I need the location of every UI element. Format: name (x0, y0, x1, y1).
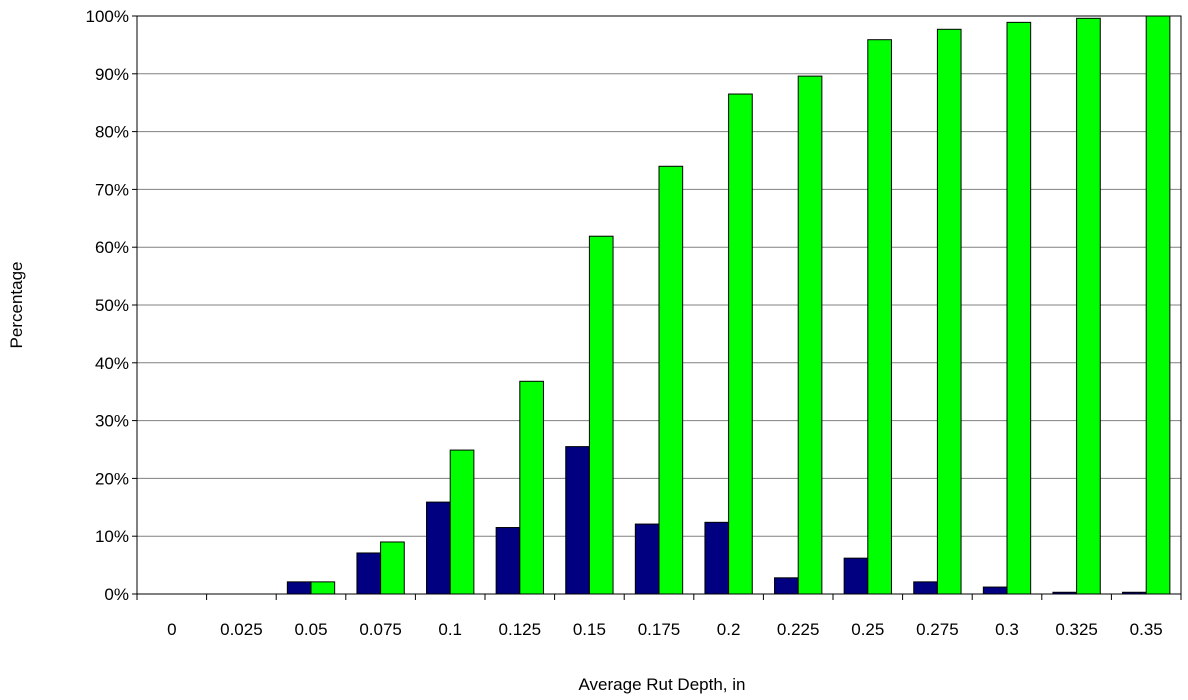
bar-series-1-0.05 (286, 581, 312, 595)
x-tick-label: 0.15 (573, 620, 606, 639)
bar-series-2-0.05 (310, 581, 336, 595)
bar-series-1-0.2 (704, 521, 730, 595)
bar-series-1-0.3 (982, 586, 1008, 595)
bar-series-2-0.15 (588, 235, 614, 595)
y-tick-label: 30% (95, 412, 129, 431)
y-tick-label: 40% (95, 354, 129, 373)
x-tick-label: 0.275 (916, 620, 959, 639)
bar-series-1-0.15 (565, 446, 590, 595)
y-tick-label: 80% (95, 123, 129, 142)
axes (132, 15, 1182, 600)
bar-series-2-0.1 (449, 449, 475, 595)
bar-series-2-0.175 (658, 165, 684, 595)
bar-series-1-0.25 (843, 557, 869, 595)
bar-series-1-0.125 (495, 527, 521, 595)
x-tick-label: 0.2 (717, 620, 741, 639)
bar-series-1-0.175 (634, 523, 660, 595)
y-tick-label: 20% (95, 469, 129, 488)
bar-series-1-0.225 (774, 577, 799, 595)
plot-frame (136, 15, 1182, 595)
bar-series-2-0.275 (936, 28, 962, 595)
x-tick-label: 0 (167, 620, 176, 639)
bar-series-2-0.325 (1076, 17, 1101, 595)
y-tick-label: 90% (95, 65, 129, 84)
x-tick-label: 0.175 (638, 620, 681, 639)
bar-series-1-0.275 (913, 581, 938, 595)
y-tick-label: 60% (95, 238, 129, 257)
y-axis-label: Percentage (7, 262, 26, 349)
x-tick-label: 0.05 (294, 620, 327, 639)
bar-series-1-0.1 (426, 501, 451, 595)
bar-series-2-0.125 (519, 380, 544, 595)
x-tick-label: 0.3 (995, 620, 1019, 639)
y-tick-label: 10% (95, 527, 129, 546)
x-tick-label: 0.075 (359, 620, 402, 639)
x-tick-labels: 0 0.025 0.05 0.075 0.1 0.125 0.15 0.175 0.2 0.225… (167, 620, 1163, 639)
y-tick-label: 70% (95, 180, 129, 199)
y-tick-labels: 0% 10% 20% 30% 40% 50% 60% 70% 80% 90% 100% (86, 7, 129, 604)
x-tick-label: 0.125 (499, 620, 542, 639)
x-axis-label: Average Rut Depth, in (579, 675, 746, 694)
bar-series-2-0.075 (380, 541, 405, 595)
bar-series-2-0.2 (728, 93, 753, 595)
x-tick-label: 0.325 (1055, 620, 1098, 639)
x-tick-label: 0.225 (777, 620, 820, 639)
bar-series-2-0.35 (1145, 15, 1171, 595)
bar-series-2-0.3 (1006, 21, 1032, 595)
y-tick-label: 0% (104, 585, 129, 604)
x-tick-label: 0.1 (438, 620, 462, 639)
y-tick-label: 100% (86, 7, 129, 26)
x-tick-label: 0.35 (1130, 620, 1163, 639)
bar-series-2-0.25 (867, 39, 892, 595)
x-tick-label: 0.025 (220, 620, 263, 639)
bar-series-2-0.225 (797, 75, 823, 595)
x-tick-label: 0.25 (851, 620, 884, 639)
y-tick-label: 50% (95, 296, 129, 315)
bar-series-1-0.075 (356, 552, 382, 595)
